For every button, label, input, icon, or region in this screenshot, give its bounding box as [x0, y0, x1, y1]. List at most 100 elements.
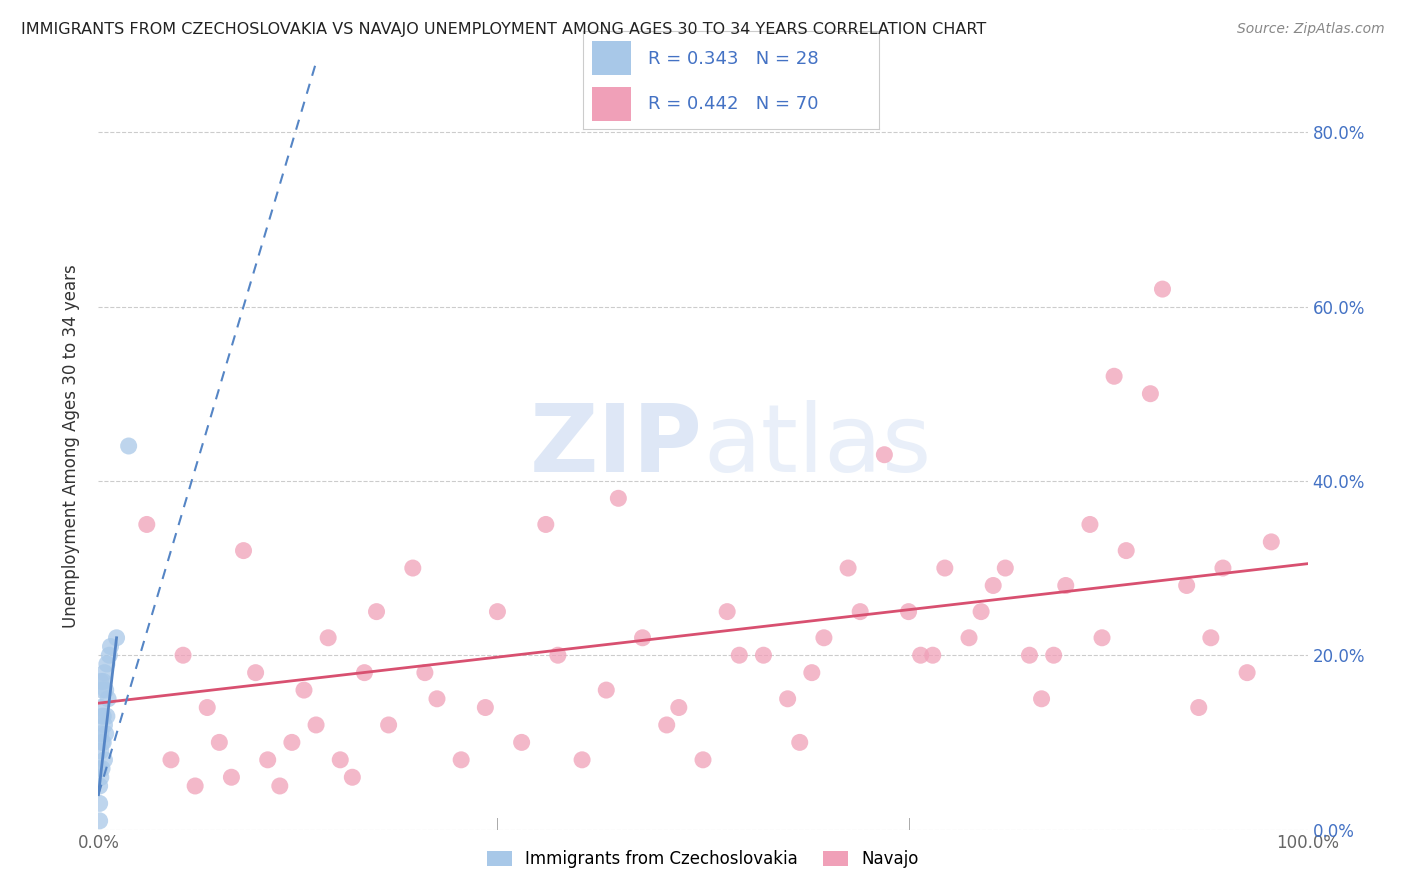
Point	[1236, 665, 1258, 680]
Point	[89, 762, 111, 776]
Point	[849, 605, 872, 619]
Point	[413, 665, 436, 680]
Point	[245, 665, 267, 680]
Point	[910, 648, 932, 663]
Point	[195, 700, 218, 714]
Point	[94, 726, 117, 740]
Point	[256, 753, 278, 767]
Point	[93, 665, 115, 680]
Point	[547, 648, 569, 663]
Point	[1199, 631, 1222, 645]
Point	[93, 753, 115, 767]
Point	[1188, 700, 1211, 714]
Point	[221, 770, 243, 784]
Point	[100, 640, 122, 654]
Point	[366, 605, 388, 619]
Point	[1018, 648, 1040, 663]
Point	[1115, 543, 1137, 558]
Point	[105, 631, 128, 645]
Point	[93, 718, 115, 732]
Point	[1078, 517, 1101, 532]
Point	[450, 753, 472, 767]
Point	[776, 691, 799, 706]
Point	[90, 700, 112, 714]
Text: Source: ZipAtlas.com: Source: ZipAtlas.com	[1237, 22, 1385, 37]
Point	[595, 683, 617, 698]
Point	[668, 700, 690, 714]
Point	[281, 735, 304, 749]
Point	[91, 762, 114, 776]
Point	[1212, 561, 1234, 575]
Point	[160, 753, 183, 767]
Bar	[592, 87, 631, 121]
Text: atlas: atlas	[703, 400, 931, 492]
Y-axis label: Unemployment Among Ages 30 to 34 years: Unemployment Among Ages 30 to 34 years	[62, 264, 80, 628]
Point	[716, 605, 738, 619]
Point	[316, 631, 339, 645]
Point	[692, 753, 714, 767]
Point	[135, 517, 157, 532]
Point	[91, 735, 114, 749]
Point	[607, 491, 630, 506]
Point	[90, 726, 112, 740]
Point	[474, 700, 496, 714]
Point	[426, 691, 449, 706]
Bar	[592, 41, 631, 76]
Text: R = 0.343   N = 28: R = 0.343 N = 28	[648, 50, 820, 68]
Point	[342, 770, 364, 784]
Point	[728, 648, 751, 663]
Text: ZIP: ZIP	[530, 400, 703, 492]
Point	[1260, 534, 1282, 549]
Point	[1102, 369, 1125, 384]
Point	[486, 605, 509, 619]
Point	[800, 665, 823, 680]
Point	[1042, 648, 1064, 663]
Point	[232, 543, 254, 558]
Point	[91, 674, 114, 689]
Point	[269, 779, 291, 793]
Point	[97, 691, 120, 706]
Point	[91, 735, 114, 749]
Point	[305, 718, 328, 732]
Point	[377, 718, 399, 732]
Legend: Immigrants from Czechoslovakia, Navajo: Immigrants from Czechoslovakia, Navajo	[481, 844, 925, 875]
Text: IMMIGRANTS FROM CZECHOSLOVAKIA VS NAVAJO UNEMPLOYMENT AMONG AGES 30 TO 34 YEARS : IMMIGRANTS FROM CZECHOSLOVAKIA VS NAVAJO…	[21, 22, 987, 37]
Point	[981, 578, 1004, 592]
Point	[90, 744, 112, 758]
Point	[89, 797, 111, 811]
Point	[91, 683, 114, 698]
Text: R = 0.442   N = 70: R = 0.442 N = 70	[648, 95, 818, 112]
Point	[1175, 578, 1198, 592]
Point	[184, 779, 207, 793]
Point	[534, 517, 557, 532]
Point	[970, 605, 993, 619]
Point	[89, 814, 111, 828]
Point	[752, 648, 775, 663]
Point	[329, 753, 352, 767]
Point	[994, 561, 1017, 575]
Point	[1031, 691, 1053, 706]
Point	[571, 753, 593, 767]
Point	[402, 561, 425, 575]
Point	[837, 561, 859, 575]
Point	[510, 735, 533, 749]
Point	[94, 683, 117, 698]
Point	[655, 718, 678, 732]
Point	[957, 631, 980, 645]
Point	[118, 439, 141, 453]
Point	[292, 683, 315, 698]
Point	[789, 735, 811, 749]
Point	[172, 648, 194, 663]
Point	[921, 648, 943, 663]
Point	[897, 605, 920, 619]
Point	[631, 631, 654, 645]
Point	[1152, 282, 1174, 296]
Point	[934, 561, 956, 575]
Point	[96, 709, 118, 723]
Point	[873, 448, 896, 462]
Point	[813, 631, 835, 645]
Point	[1139, 386, 1161, 401]
Point	[89, 779, 111, 793]
Point	[353, 665, 375, 680]
Point	[91, 709, 114, 723]
